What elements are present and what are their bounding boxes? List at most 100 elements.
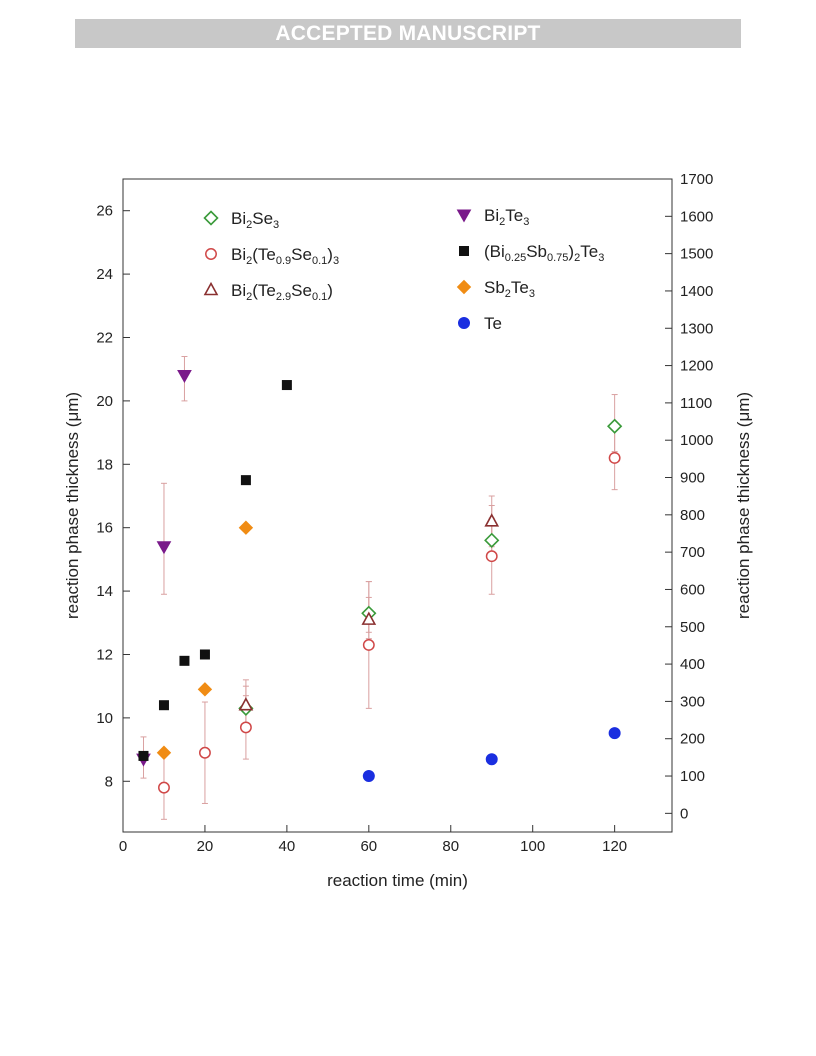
left-y-tick-label: 26 <box>96 203 113 220</box>
legend-text-part: Bi <box>231 245 246 264</box>
data-point-te <box>608 727 621 740</box>
data-point-bi2te3 <box>177 370 192 384</box>
left-y-tick-label: 12 <box>96 646 113 663</box>
legend-marker-bi2se3 <box>203 210 219 226</box>
legend-text-part: (Te <box>252 245 276 264</box>
right-y-tick-label: 1100 <box>680 395 712 412</box>
legend-text-part: Se <box>291 245 312 264</box>
legend-text-part: 0.25 <box>505 252 526 264</box>
x-tick-label: 120 <box>602 838 627 855</box>
legend-text-part: 2.9 <box>276 291 291 303</box>
plot-area-frame <box>122 178 673 833</box>
accepted-manuscript-banner: ACCEPTED MANUSCRIPT <box>75 19 741 48</box>
data-point-bi2se3 <box>484 532 500 549</box>
legend-label-bi2te3: Bi2Te3 <box>484 206 529 228</box>
data-point-bi2se3 <box>607 418 623 434</box>
legend-marker-bi2te3 <box>456 209 472 223</box>
left-y-tick-label: 24 <box>96 266 113 283</box>
legend-text-part: Se <box>291 281 312 300</box>
legend-text-part: 2 <box>505 288 511 300</box>
legend-marker-bi2tese_triangle <box>203 281 219 296</box>
legend-marker-bisbte <box>459 246 469 256</box>
right-y-tick-label: 1400 <box>680 283 713 300</box>
right-y-tick-label: 100 <box>680 768 705 785</box>
legend-text-part: (Te <box>252 281 276 300</box>
legend-text-part: ) <box>327 281 333 300</box>
left-y-tick-label: 16 <box>96 520 113 537</box>
banner-text: ACCEPTED MANUSCRIPT <box>275 21 541 45</box>
right-y-tick-label: 1200 <box>680 358 713 375</box>
data-point-bi2tese_circle <box>198 746 211 759</box>
data-point-sb2te3 <box>238 520 254 535</box>
legend-text-part: 2 <box>246 255 252 267</box>
right-y-tick-label: 600 <box>680 581 705 598</box>
data-point-bi2tese_triangle <box>484 513 500 527</box>
left-y-tick-label: 20 <box>96 393 113 410</box>
x-tick-label: 60 <box>360 838 377 855</box>
data-point-bi2tese_circle <box>608 452 621 464</box>
data-point-bi2tese_triangle <box>361 611 377 625</box>
right-y-tick-label: 300 <box>680 693 705 710</box>
legend-text-part: (Bi <box>484 242 505 261</box>
right-y-tick-label: 1700 <box>680 171 713 188</box>
legend-label-bi2tese_triangle: Bi2(Te2.9Se0.1) <box>231 281 333 303</box>
legend-text-part: Se <box>252 209 273 228</box>
right-y-tick-label: 1600 <box>680 208 713 225</box>
data-point-sb2te3 <box>197 682 213 697</box>
right-y-tick-label: 800 <box>680 507 705 524</box>
data-point-bi2tese_circle <box>158 781 170 794</box>
legend-text-part: 3 <box>529 288 535 300</box>
data-point-bisbte <box>138 750 149 761</box>
right-y-tick-label: 1000 <box>680 432 713 449</box>
data-point-sb2te3 <box>156 745 172 760</box>
legend-label-sb2te3: Sb2Te3 <box>484 278 535 300</box>
right-y-axis-label: reaction phase thickness (μm) <box>734 392 753 619</box>
right-y-tick-label: 400 <box>680 656 705 673</box>
legend-marker-te <box>458 317 470 329</box>
right-y-tick-label: 1300 <box>680 320 713 337</box>
legend-marker-bi2tese_circle <box>205 248 217 260</box>
right-y-tick-label: 0 <box>680 805 688 822</box>
legend-text-part: 2 <box>246 219 252 231</box>
legend-text-part: 2 <box>574 252 580 264</box>
legend-text-part: 2 <box>499 216 505 228</box>
legend-text-part: Sb <box>484 278 505 297</box>
x-tick-label: 80 <box>442 838 459 855</box>
legend-label-bi2se3: Bi2Se3 <box>231 209 279 231</box>
left-y-tick-label: 8 <box>105 773 113 790</box>
legend-marker-sb2te3 <box>456 279 472 295</box>
legend-text-part: 0.75 <box>547 252 568 264</box>
left-y-axis-label: reaction phase thickness (μm) <box>63 392 82 619</box>
legend-text-part: Bi <box>231 281 246 300</box>
legend-text-part: 0.1 <box>312 291 327 303</box>
legend-text-part: Te <box>511 278 529 297</box>
left-y-tick-label: 22 <box>96 329 113 346</box>
data-point-bisbte <box>158 700 169 711</box>
data-point-bisbte <box>199 649 210 660</box>
x-tick-label: 40 <box>279 838 296 855</box>
data-point-te <box>485 753 498 766</box>
left-y-tick-label: 18 <box>96 456 113 473</box>
legend-text-part: 0.1 <box>312 255 327 267</box>
legend-text-part: Te <box>580 242 598 261</box>
legend-text-part: 3 <box>333 255 339 267</box>
legend-text-part: Bi <box>231 209 246 228</box>
data-point-bi2tese_triangle <box>238 697 254 711</box>
legend-label-bisbte: (Bi0.25Sb0.75)2Te3 <box>484 242 604 264</box>
data-point-bi2te3 <box>156 541 172 555</box>
legend-text-part: 3 <box>523 216 529 228</box>
legend-text-part: Bi <box>484 206 499 225</box>
data-point-bisbte <box>240 475 251 486</box>
data-point-bi2tese_circle <box>239 721 252 734</box>
left-y-tick-label: 10 <box>96 710 113 727</box>
right-y-tick-label: 500 <box>680 619 705 636</box>
legend-label-te: Te <box>484 314 502 333</box>
right-y-tick-label: 700 <box>680 544 705 561</box>
x-tick-label: 100 <box>520 838 545 855</box>
left-y-tick-label: 14 <box>96 583 113 600</box>
legend-label-bi2tese_circle: Bi2(Te0.9Se0.1)3 <box>231 245 339 267</box>
legend-text-part: 3 <box>273 219 279 231</box>
right-y-tick-label: 1500 <box>680 246 713 263</box>
legend-text-part: Sb <box>526 242 547 261</box>
x-tick-label: 20 <box>197 838 214 855</box>
